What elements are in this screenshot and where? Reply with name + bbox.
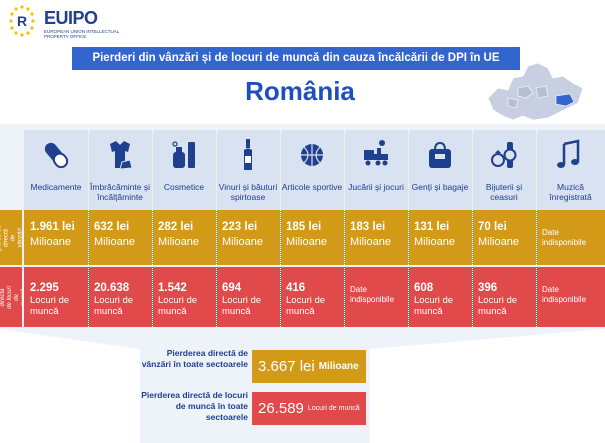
- column-divider: [344, 130, 345, 327]
- row-label-sales: pierderea directă de vânzări: [0, 210, 24, 265]
- jobs-cell-5: Date indisponibile: [344, 267, 408, 327]
- category-muzica: Muzică înregistrată: [536, 130, 605, 210]
- title-banner: Pierderi din vânzări și de locuri de mun…: [72, 47, 520, 70]
- clothing-icon: [110, 141, 133, 170]
- column-divider: [152, 130, 153, 327]
- category-medicamente: Medicamente: [24, 130, 88, 210]
- perfume-icon: [172, 141, 195, 168]
- logo-wordmark: EUIPO: [44, 8, 98, 28]
- column-divider: [280, 130, 281, 327]
- jewelry-icon: [491, 142, 517, 168]
- sales-cell-3: 223 lei Milioane: [216, 210, 280, 265]
- column-divider: [216, 130, 217, 327]
- jobs-cell-1: 20.638 Locuri de muncă: [88, 267, 152, 327]
- sales-cell-0: 1.961 lei Milioane: [24, 210, 88, 265]
- sales-cell-7: 70 lei Milioane: [472, 210, 536, 265]
- sales-cell-8: Date indisponibile: [536, 210, 605, 265]
- category-articole-sportive: Articole sportive: [280, 130, 344, 210]
- music-note-icon: [557, 139, 580, 168]
- total-sales-box: 3.667 lei Milioane: [252, 350, 366, 383]
- logo-subtitle: European Union Intellectual Property Off…: [44, 29, 120, 39]
- column-divider: [88, 130, 89, 327]
- jobs-cell-3: 694 Locuri de muncă: [216, 267, 280, 327]
- sales-cell-2: 282 lei Milioane: [152, 210, 216, 265]
- row-label-jobs: pierderea directă de locuri de muncă: [0, 267, 28, 327]
- total-jobs-label: Pierderea directă de locuri de muncă în …: [141, 390, 248, 422]
- bag-icon: [429, 141, 451, 168]
- ball-icon: [301, 144, 323, 166]
- column-divider: [536, 130, 537, 327]
- jobs-cell-8: Date indisponibile: [536, 267, 605, 327]
- svg-text:R: R: [17, 13, 27, 29]
- jobs-cell-4: 416 Locuri de muncă: [280, 267, 344, 327]
- eu-stars-icon: R: [9, 5, 35, 37]
- column-divider: [408, 130, 409, 327]
- category-genti: Genți și bagaje: [408, 130, 472, 210]
- bottle-icon: [244, 139, 252, 170]
- category-bijuterii: Bijuterii și ceasuri: [472, 130, 536, 210]
- category-imbracaminte: Îmbrăcăminte și încălțăminte: [88, 130, 152, 210]
- category-jucarii: Jucării și jocuri: [344, 130, 408, 210]
- toy-train-icon: [364, 140, 388, 166]
- country-title: România: [245, 76, 355, 106]
- jobs-cell-0: 2.295 Locuri de muncă: [24, 267, 88, 327]
- jobs-cell-7: 396 Locuri de muncă: [472, 267, 536, 327]
- euipo-logo: R EUIPO European Union Intellectual Prop…: [6, 4, 156, 44]
- sales-cell-4: 185 lei Milioane: [280, 210, 344, 265]
- jobs-cell-2: 1.542 Locuri de muncă: [152, 267, 216, 327]
- europe-map-icon: [487, 62, 584, 121]
- column-divider: [472, 130, 473, 327]
- total-jobs-box: 26.589 Locuri de muncă: [252, 392, 366, 425]
- sales-cell-6: 131 lei Milioane: [408, 210, 472, 265]
- category-vinuri: Vinuri și băuturi spirtoase: [216, 130, 280, 210]
- pill-icon: [44, 142, 69, 169]
- jobs-cell-6: 608 Locuri de muncă: [408, 267, 472, 327]
- sales-cell-1: 632 lei Milioane: [88, 210, 152, 265]
- sales-cell-5: 183 lei Milioane: [344, 210, 408, 265]
- total-sales-label: Pierderea directă de vânzări în toate se…: [141, 348, 248, 369]
- category-cosmetice: Cosmetice: [152, 130, 216, 210]
